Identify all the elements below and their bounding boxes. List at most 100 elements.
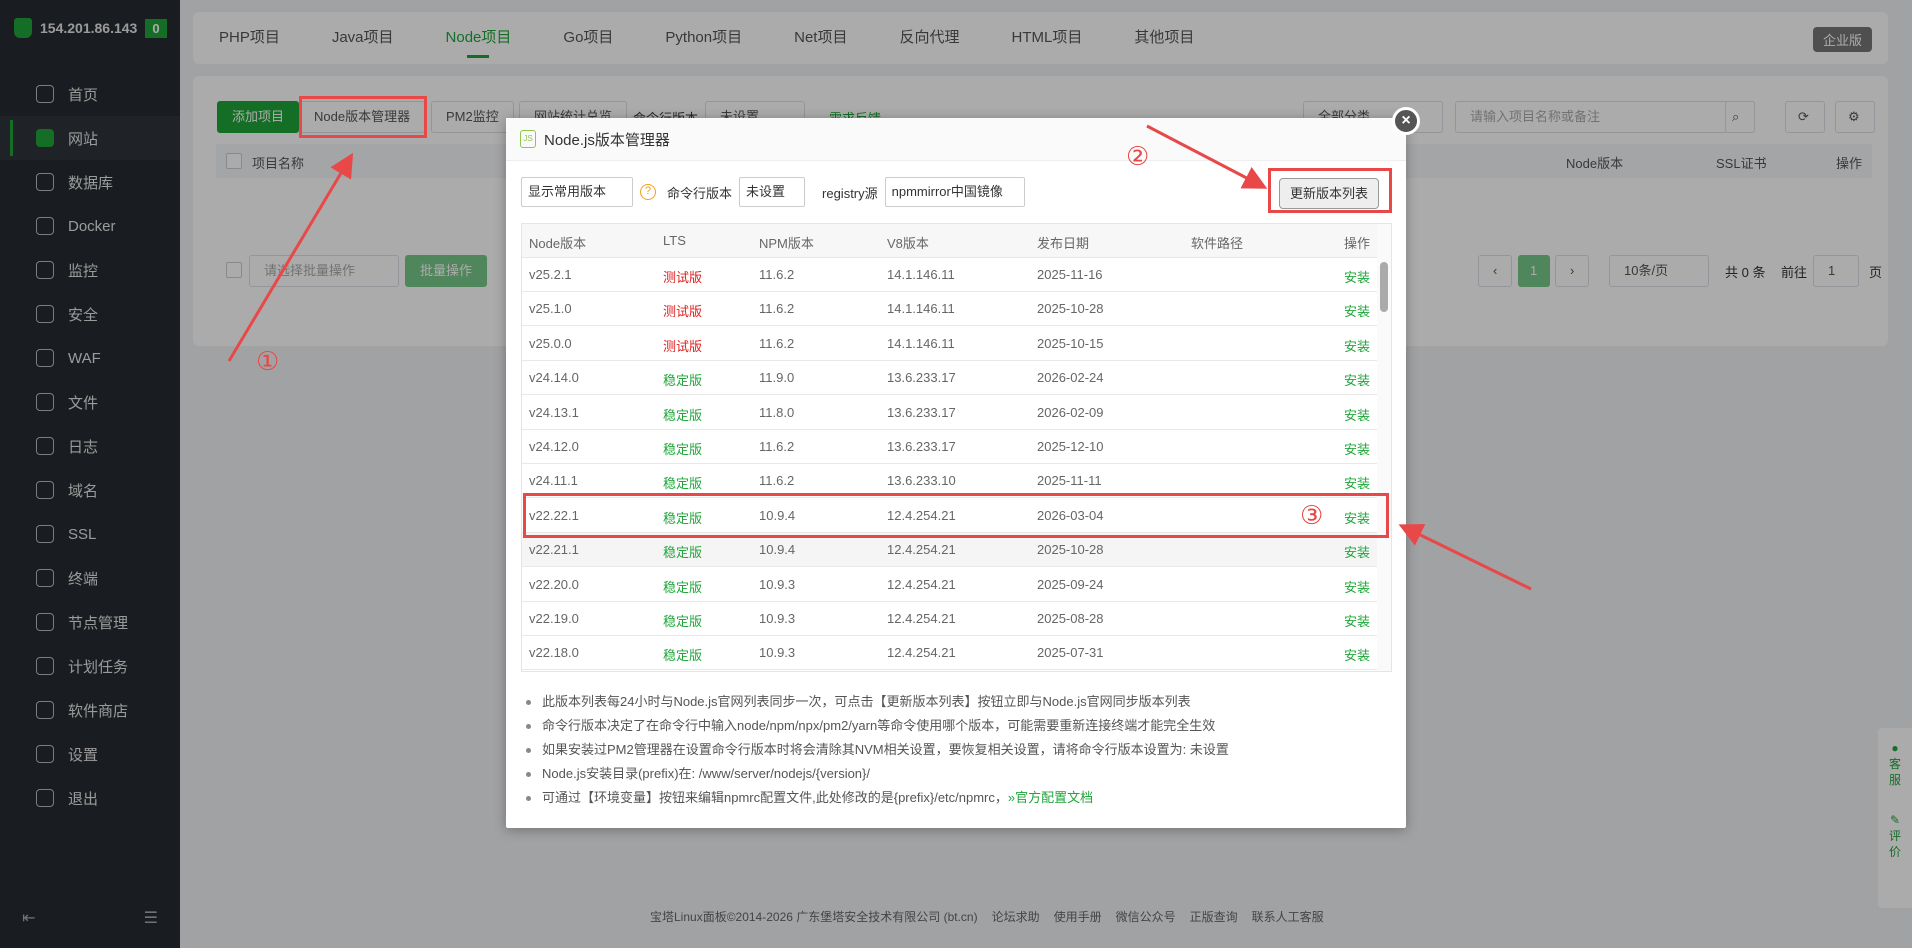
- edit-icon[interactable]: ✎: [1889, 813, 1901, 827]
- alert-count-badge[interactable]: 0: [145, 18, 167, 38]
- project-type-tabs: PHP项目 Java项目 Node项目 Go项目 Python项目 Net项目 反向代理 HT…: [193, 12, 1888, 64]
- menu-icon[interactable]: ☰: [143, 910, 158, 927]
- table-cell: 11.6.2: [759, 439, 795, 454]
- sidebar-item[interactable]: 软件商店: [0, 688, 180, 732]
- tab[interactable]: PHP项目: [219, 29, 280, 46]
- table-scrollbar[interactable]: [1377, 224, 1391, 671]
- footer-link-wechat[interactable]: 微信公众号: [1115, 910, 1176, 924]
- cli-version-select[interactable]: 未设置: [739, 177, 806, 207]
- sidebar-item[interactable]: 安全: [0, 292, 180, 336]
- install-button[interactable]: 安装: [1344, 338, 1371, 354]
- footer-link-support[interactable]: 联系人工客服: [1251, 910, 1324, 924]
- install-button[interactable]: 安装: [1344, 407, 1371, 423]
- sidebar-item[interactable]: 文件: [0, 380, 180, 424]
- table-cell: 2025-11-16: [1037, 267, 1103, 282]
- gear-icon[interactable]: ⚙: [1835, 101, 1875, 133]
- sidebar: 154.201.86.143 0 首页 网站 数据库 Docker 监控 安全 WAF 文件日…: [0, 0, 180, 948]
- install-button[interactable]: 安装: [1344, 614, 1371, 629]
- sidebar-item[interactable]: 域名: [0, 468, 180, 512]
- search-icon[interactable]: ⌕: [1725, 101, 1755, 133]
- install-button[interactable]: 安装: [1344, 442, 1371, 457]
- registry-select[interactable]: npmmirror中国镜像: [884, 177, 1025, 207]
- tab[interactable]: Java项目: [331, 29, 394, 46]
- install-button[interactable]: 安装: [1344, 579, 1371, 595]
- col-node-version: Node版本: [1566, 156, 1624, 171]
- sidebar-item[interactable]: 计划任务: [0, 644, 180, 688]
- page-1-button[interactable]: 1: [1518, 255, 1550, 287]
- table-cell: 12.4.254.21: [887, 507, 956, 523]
- table-cell: v25.1.0: [529, 301, 572, 317]
- tab[interactable]: HTML项目: [1011, 29, 1083, 46]
- install-button[interactable]: 安装: [1344, 545, 1371, 561]
- calendar-icon: [36, 657, 54, 675]
- sidebar-item-label: 文件: [68, 394, 99, 412]
- service-icon[interactable]: ●: [1891, 741, 1899, 755]
- table-cell: 11.6.2: [759, 473, 795, 489]
- table-row: v25.2.1 测试版 11.6.2 14.1.146.11 2025-11-16 安装: [522, 258, 1377, 292]
- close-icon[interactable]: ×: [1392, 107, 1420, 135]
- install-button[interactable]: 安装: [1344, 476, 1371, 492]
- pm2-monitor-button[interactable]: PM2监控: [431, 101, 514, 133]
- install-button[interactable]: 安装: [1344, 373, 1371, 389]
- sidebar-item[interactable]: WAF: [0, 336, 180, 380]
- note-item: 可通过【环境变量】按钮来编辑npmrc配置文件,此处修改的是{prefix}/e…: [526, 786, 1229, 810]
- install-button[interactable]: 安装: [1344, 648, 1371, 664]
- table-cell: 14.1.146.11: [887, 301, 955, 317]
- review-button[interactable]: 评价: [1888, 829, 1901, 859]
- per-page-select[interactable]: 10条/页: [1609, 255, 1709, 287]
- goto-page-input[interactable]: 1: [1813, 255, 1859, 287]
- prev-page-button[interactable]: ‹: [1478, 255, 1512, 287]
- sidebar-item[interactable]: 节点管理: [0, 600, 180, 644]
- table-cell: 稳定版: [663, 614, 703, 629]
- sidebar-item[interactable]: 设置: [0, 732, 180, 776]
- tab[interactable]: 其他项目: [1134, 29, 1195, 46]
- tab[interactable]: 反向代理: [899, 29, 960, 46]
- annotation-step-2: ②: [1126, 141, 1150, 171]
- table-cell: 12.4.254.21: [887, 645, 956, 661]
- sidebar-item[interactable]: 终端: [0, 556, 180, 600]
- sidebar-item[interactable]: SSL: [0, 512, 180, 556]
- version-filter-select[interactable]: 显示常用版本: [521, 177, 633, 207]
- help-icon[interactable]: ?: [640, 184, 656, 200]
- sidebar-item[interactable]: 数据库: [0, 160, 180, 204]
- add-project-button[interactable]: 添加项目: [217, 101, 300, 133]
- install-button[interactable]: 安装: [1344, 270, 1371, 285]
- footer-link-forum[interactable]: 论坛求助: [991, 910, 1040, 924]
- official-docs-link[interactable]: »官方配置文档: [1007, 790, 1094, 805]
- sidebar-item[interactable]: 首页: [0, 72, 180, 116]
- footer-link-manual[interactable]: 使用手册: [1053, 910, 1102, 924]
- table-cell: 2025-10-28: [1037, 542, 1104, 558]
- table-cell: v24.12.0: [529, 439, 579, 454]
- node-version-table: Node版本 LTS NPM版本 V8版本 发布日期 软件路径 操作 v25.2.1 测试版 11…: [521, 223, 1392, 672]
- sidebar-item[interactable]: 日志: [0, 424, 180, 468]
- scrollbar-thumb[interactable]: [1380, 262, 1388, 312]
- batch-button[interactable]: 批量操作: [405, 255, 488, 287]
- table-cell: 10.9.4: [759, 507, 796, 523]
- tab[interactable]: Node项目: [420, 12, 538, 64]
- footer-link-license[interactable]: 正版查询: [1189, 910, 1238, 924]
- annotation-box-v22-row: [523, 493, 1389, 538]
- log-icon: [36, 437, 54, 455]
- sidebar-item[interactable]: Docker: [0, 204, 180, 248]
- ssl-icon: [36, 525, 54, 543]
- tab[interactable]: Net项目: [794, 29, 848, 46]
- sidebar-item-label: WAF: [68, 349, 101, 367]
- refresh-icon[interactable]: ⟳: [1785, 101, 1825, 133]
- sidebar-item[interactable]: 监控: [0, 248, 180, 292]
- tab[interactable]: Python项目: [665, 29, 743, 46]
- table-cell: 测试版: [663, 338, 703, 354]
- service-button[interactable]: 客服: [1888, 757, 1901, 787]
- sidebar-item[interactable]: 网站: [0, 116, 180, 160]
- next-page-button[interactable]: ›: [1555, 255, 1589, 287]
- install-button[interactable]: 安装: [1344, 304, 1371, 320]
- collapse-icon[interactable]: ⇤: [22, 910, 36, 927]
- project-search-input[interactable]: 请输入项目名称或备注: [1455, 101, 1755, 133]
- enterprise-badge[interactable]: 企业版: [1812, 27, 1872, 52]
- tab[interactable]: Go项目: [563, 29, 614, 46]
- install-button[interactable]: 安装: [1344, 510, 1371, 526]
- col-ssl[interactable]: SSL证书: [1716, 156, 1767, 171]
- update-version-list-button[interactable]: 更新版本列表: [1279, 178, 1380, 209]
- sidebar-item[interactable]: 退出: [0, 776, 180, 820]
- column-header: 操作: [1344, 236, 1371, 251]
- bt-logo-icon: [14, 18, 32, 38]
